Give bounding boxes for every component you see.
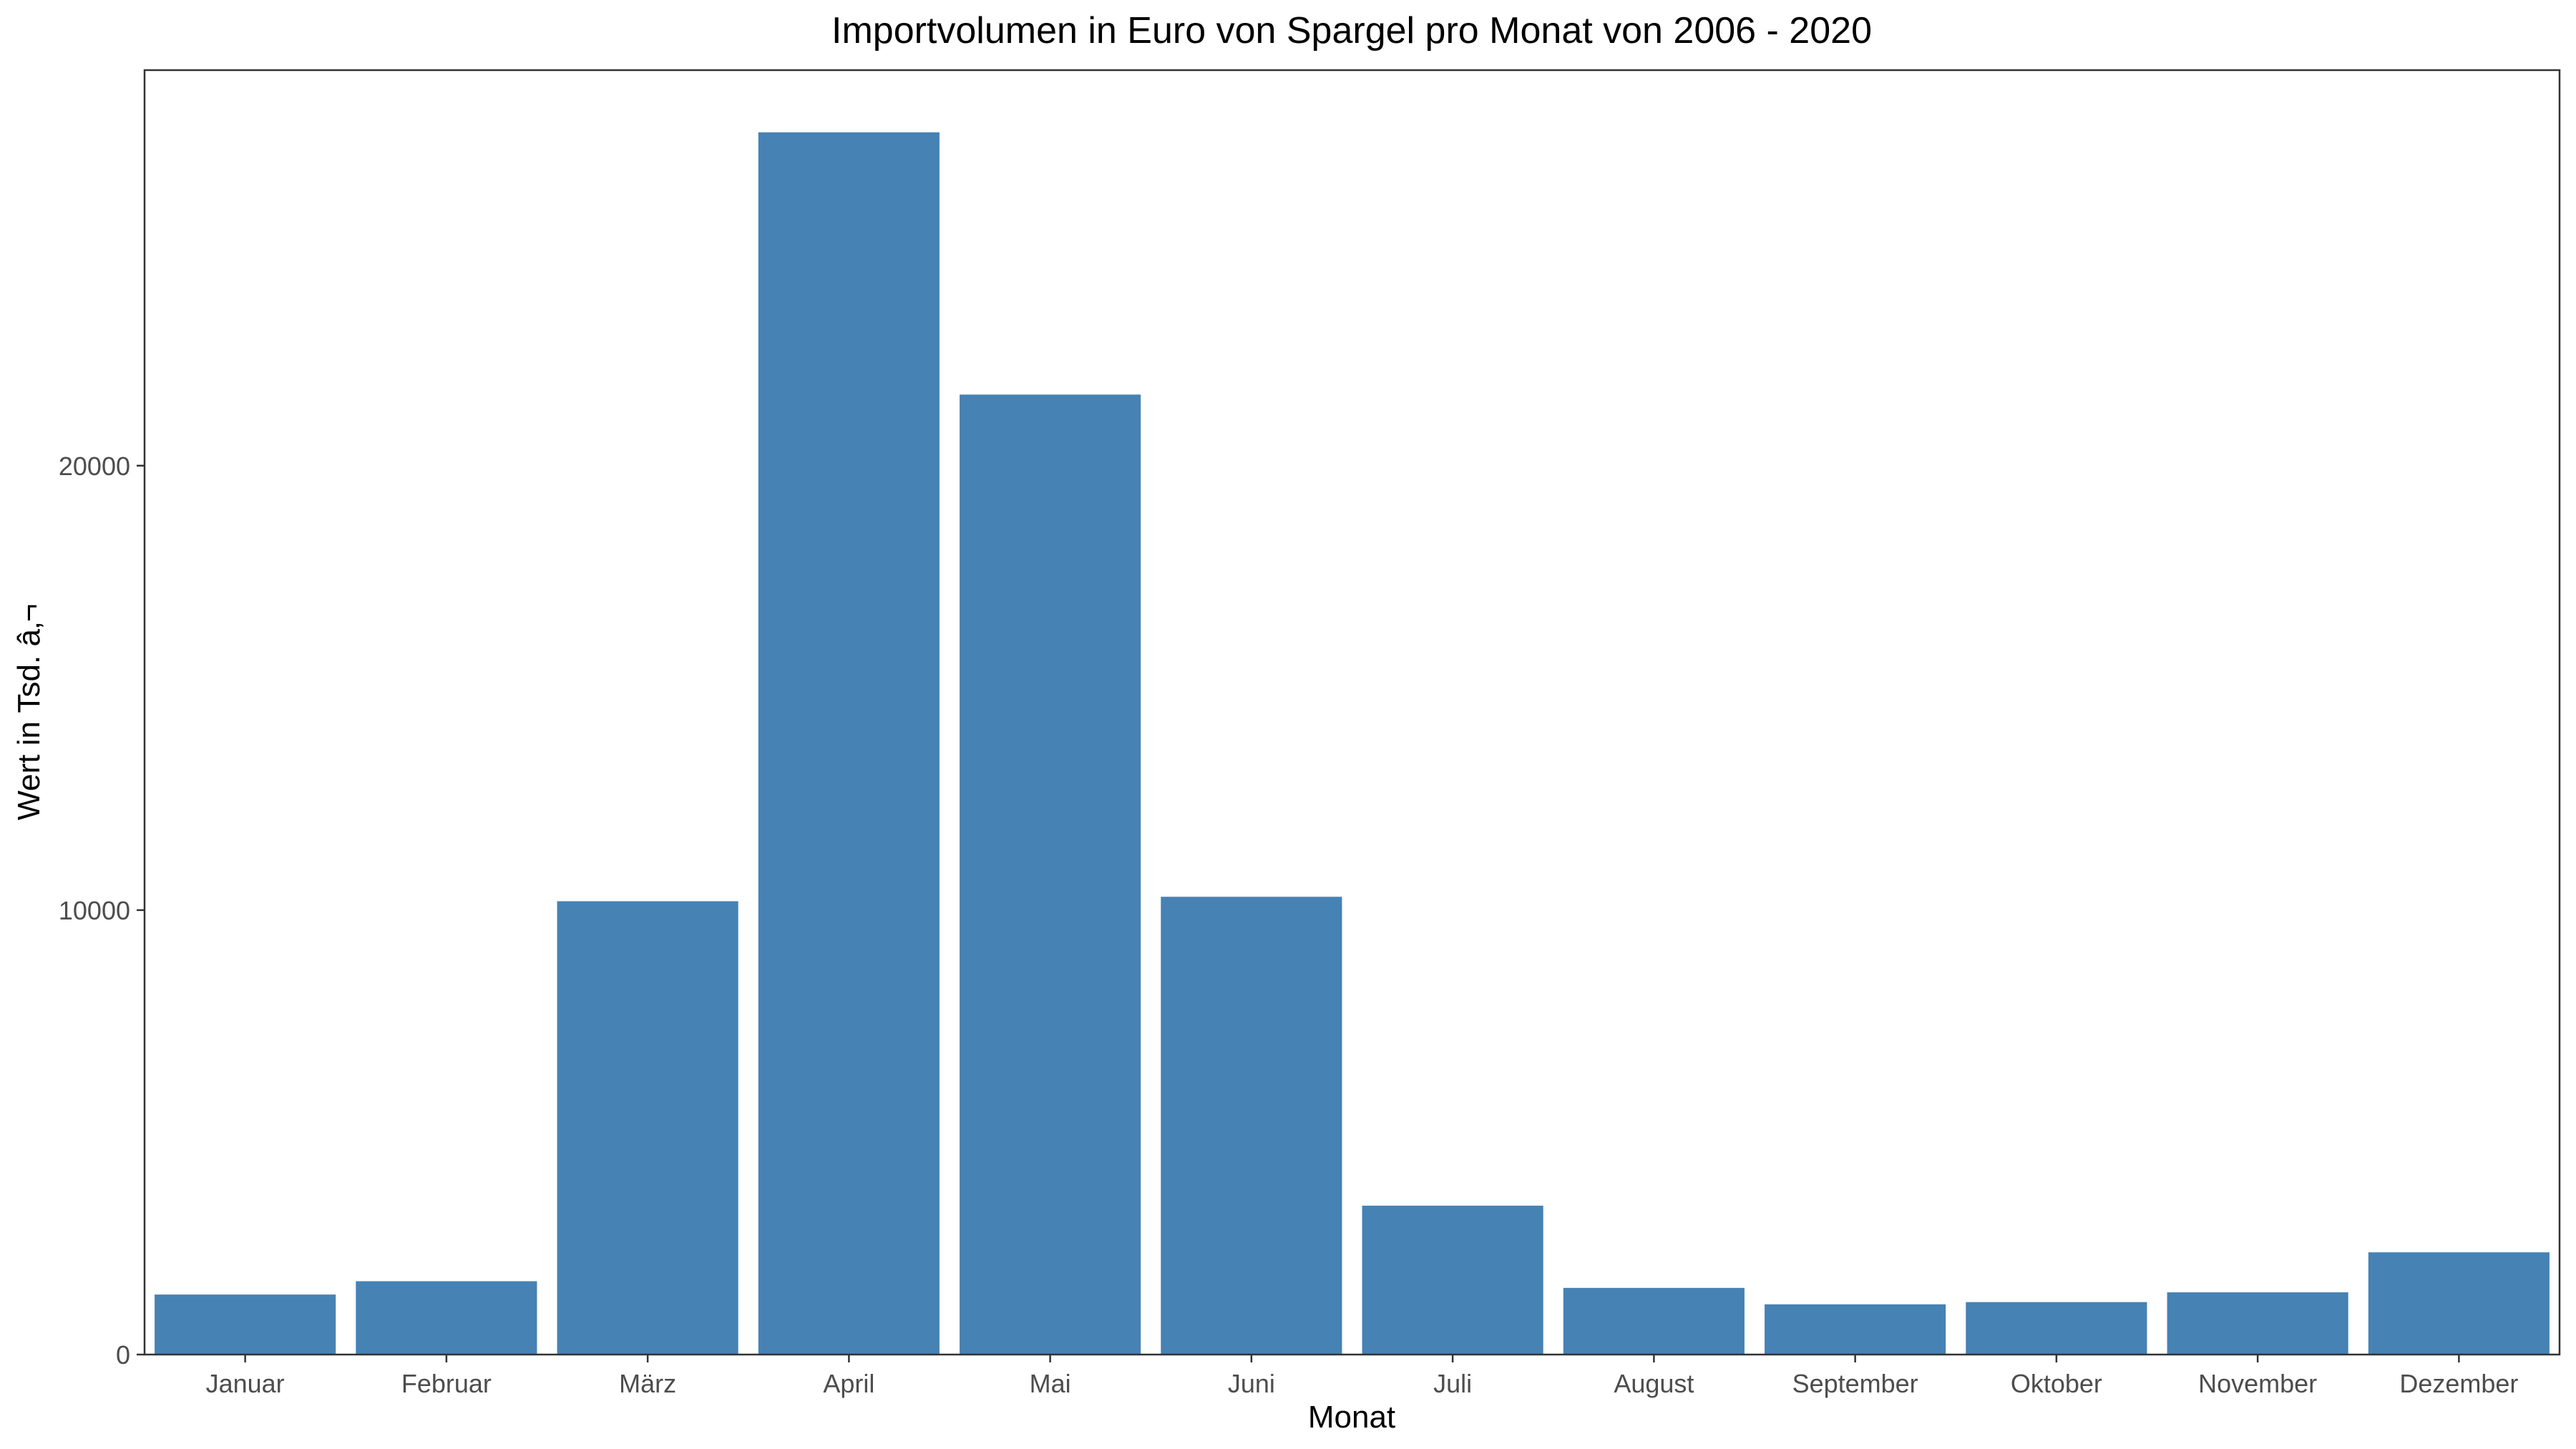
x-tick-label: November [2198,1369,2317,1398]
bar-dezember [2368,1252,2550,1355]
x-axis: Januar Februar März April Mai Juni Juli August S… [206,1355,2518,1398]
bar-september [1765,1304,1946,1355]
x-tick-label: Juni [1228,1369,1275,1398]
x-axis-title: Monat [1308,1400,1395,1435]
y-tick-label: 20000 [59,452,130,481]
bar-series [155,132,2550,1355]
x-tick-label: Januar [206,1369,285,1398]
bar-august [1563,1287,1745,1355]
bar-oktober [1966,1302,2147,1355]
x-tick-label: Juli [1433,1369,1472,1398]
bar-juni [1161,897,1342,1355]
x-tick-label: März [619,1369,676,1398]
x-tick-label: April [823,1369,874,1398]
y-tick-label: 0 [116,1340,130,1370]
bar-märz [557,901,738,1355]
x-tick-label: August [1614,1369,1694,1398]
bar-april [758,132,940,1355]
y-axis-title: Wert in Tsd. â‚¬ [11,604,47,821]
bar-november [2167,1292,2348,1355]
bar-januar [155,1294,336,1355]
bar-juli [1362,1205,1543,1355]
y-axis: 0 10000 20000 [59,452,145,1370]
plot-panel-border [143,69,2561,1356]
x-tick-label: Mai [1030,1369,1071,1398]
y-tick-label: 10000 [59,896,130,925]
bar-mai [960,394,1141,1355]
chart-title: Importvolumen in Euro von Spargel pro Mo… [831,10,1872,52]
x-tick-label: Dezember [2399,1369,2518,1398]
x-tick-label: Februar [401,1369,492,1398]
bar-februar [356,1281,537,1355]
x-tick-label: Oktober [2011,1369,2102,1398]
x-tick-label: September [1792,1369,1918,1398]
